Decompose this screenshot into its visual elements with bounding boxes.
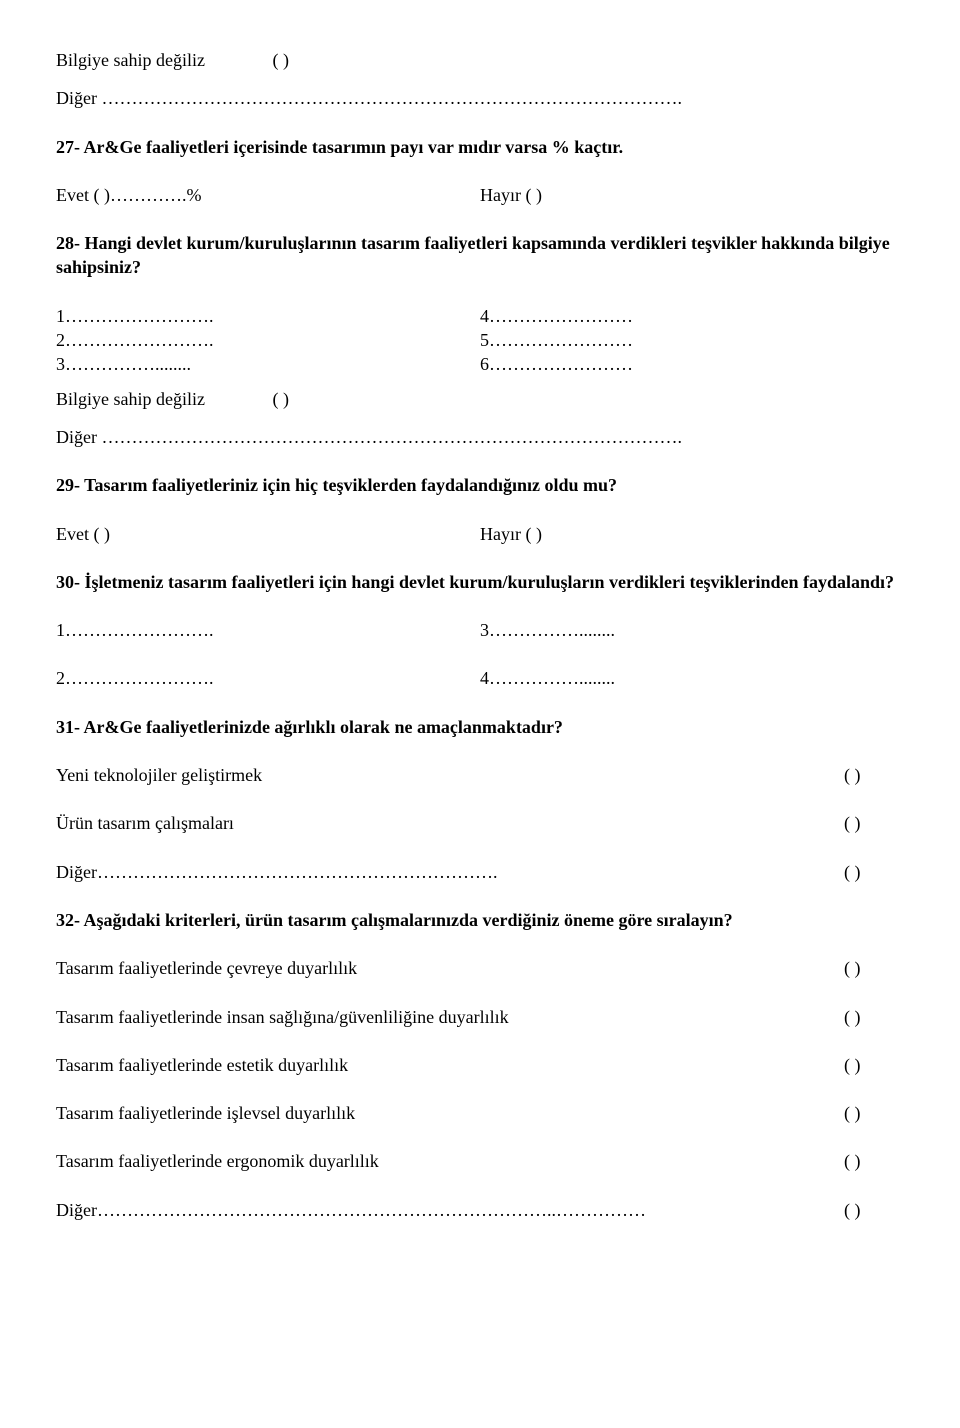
q27-no[interactable]: Hayır ( ): [480, 183, 904, 207]
q32-opt5-label: Tasarım faaliyetlerinde ergonomik duyarl…: [56, 1149, 844, 1173]
q31-opt1: Yeni teknolojiler geliştirmek ( ): [56, 763, 904, 787]
q30-row1: 1……………………. 3……………........: [56, 618, 904, 642]
q32-opt2: Tasarım faaliyetlerinde insan sağlığına/…: [56, 1005, 904, 1029]
q32-opt1-checkbox[interactable]: ( ): [844, 956, 904, 980]
q32-opt5-checkbox[interactable]: ( ): [844, 1149, 904, 1173]
q31-heading: 31- Ar&Ge faaliyetlerinizde ağırlıklı ol…: [56, 715, 904, 739]
q30-row2: 2……………………. 4……………........: [56, 666, 904, 690]
q27-options: Evet ( )………….% Hayır ( ): [56, 183, 904, 207]
q30-blank-3[interactable]: 3……………........: [480, 618, 904, 642]
q32-opt2-label: Tasarım faaliyetlerinde insan sağlığına/…: [56, 1005, 844, 1029]
q32-opt4: Tasarım faaliyetlerinde işlevsel duyarlı…: [56, 1101, 904, 1125]
q28-heading: 28- Hangi devlet kurum/kuruluşlarının ta…: [56, 231, 904, 280]
q32-opt4-label: Tasarım faaliyetlerinde işlevsel duyarlı…: [56, 1101, 844, 1125]
q30-blank-1[interactable]: 1…………………….: [56, 618, 480, 642]
q26-no-info-label: Bilgiye sahip değiliz: [56, 50, 205, 70]
q29-options: Evet ( ) Hayır ( ): [56, 522, 904, 546]
q29-no[interactable]: Hayır ( ): [480, 522, 904, 546]
q28-blank-1[interactable]: 1…………………….: [56, 304, 480, 328]
q31-opt2: Ürün tasarım çalışmaları ( ): [56, 811, 904, 835]
q28-no-info-row: Bilgiye sahip değiliz ( ): [56, 387, 904, 411]
spacer: [205, 50, 273, 70]
q29-yes[interactable]: Evet ( ): [56, 522, 480, 546]
q32-opt4-checkbox[interactable]: ( ): [844, 1101, 904, 1125]
q28-no-info-label: Bilgiye sahip değiliz: [56, 389, 205, 409]
q28-blank-2[interactable]: 2…………………….: [56, 328, 480, 352]
q26-other-dots[interactable]: …………………………………………………………………………………….: [97, 88, 682, 108]
q32-opt2-checkbox[interactable]: ( ): [844, 1005, 904, 1029]
q31-other-checkbox[interactable]: ( ): [844, 860, 904, 884]
q32-opt1-label: Tasarım faaliyetlerinde çevreye duyarlıl…: [56, 956, 844, 980]
q27-heading: 27- Ar&Ge faaliyetleri içerisinde tasarı…: [56, 135, 904, 159]
q31-other-dots[interactable]: ………………………………………………………….: [97, 862, 498, 882]
q31-opt1-label: Yeni teknolojiler geliştirmek: [56, 763, 844, 787]
q28-blank-3[interactable]: 3……………........: [56, 352, 480, 376]
q29-heading: 29- Tasarım faaliyetleriniz için hiç teş…: [56, 473, 904, 497]
q26-other-row: Diğer …………………………………………………………………………………….: [56, 86, 904, 110]
q28-other-label: Diğer: [56, 427, 97, 447]
q28-blank-5[interactable]: 5……………………: [480, 328, 904, 352]
q31-other-label: Diğer: [56, 862, 97, 882]
q28-other-dots[interactable]: …………………………………………………………………………………….: [97, 427, 682, 447]
q31-opt2-checkbox[interactable]: ( ): [844, 811, 904, 835]
q32-opt3-label: Tasarım faaliyetlerinde estetik duyarlıl…: [56, 1053, 844, 1077]
q31-other: Diğer…………………………………………………………. ( ): [56, 860, 904, 884]
q28-row1: 1……………………. 4……………………: [56, 304, 904, 328]
q32-heading: 32- Aşağıdaki kriterleri, ürün tasarım ç…: [56, 908, 904, 932]
q32-opt1: Tasarım faaliyetlerinde çevreye duyarlıl…: [56, 956, 904, 980]
q32-other-label: Diğer: [56, 1200, 97, 1220]
q28-row3: 3……………........ 6……………………: [56, 352, 904, 376]
q32-opt3-checkbox[interactable]: ( ): [844, 1053, 904, 1077]
q32-opt5: Tasarım faaliyetlerinde ergonomik duyarl…: [56, 1149, 904, 1173]
q31-opt2-label: Ürün tasarım çalışmaları: [56, 811, 844, 835]
q32-other: Diğer…………………………………………………………………..…………… ( …: [56, 1198, 904, 1222]
spacer: [205, 389, 273, 409]
q27-yes[interactable]: Evet ( )………….%: [56, 183, 480, 207]
q30-heading: 30- İşletmeniz tasarım faaliyetleri için…: [56, 570, 904, 594]
q26-other-label: Diğer: [56, 88, 97, 108]
q26-checkbox[interactable]: ( ): [272, 50, 289, 70]
q28-other-row: Diğer …………………………………………………………………………………….: [56, 425, 904, 449]
q32-opt3: Tasarım faaliyetlerinde estetik duyarlıl…: [56, 1053, 904, 1077]
q32-other-checkbox[interactable]: ( ): [844, 1198, 904, 1222]
q28-blank-4[interactable]: 4……………………: [480, 304, 904, 328]
q31-opt1-checkbox[interactable]: ( ): [844, 763, 904, 787]
q32-other-dots[interactable]: …………………………………………………………………..……………: [97, 1200, 646, 1220]
q26-no-info-row: Bilgiye sahip değiliz ( ): [56, 48, 904, 72]
q28-checkbox[interactable]: ( ): [272, 389, 289, 409]
q30-blank-4[interactable]: 4……………........: [480, 666, 904, 690]
q30-blank-2[interactable]: 2…………………….: [56, 666, 480, 690]
q28-blank-6[interactable]: 6……………………: [480, 352, 904, 376]
q28-row2: 2……………………. 5……………………: [56, 328, 904, 352]
